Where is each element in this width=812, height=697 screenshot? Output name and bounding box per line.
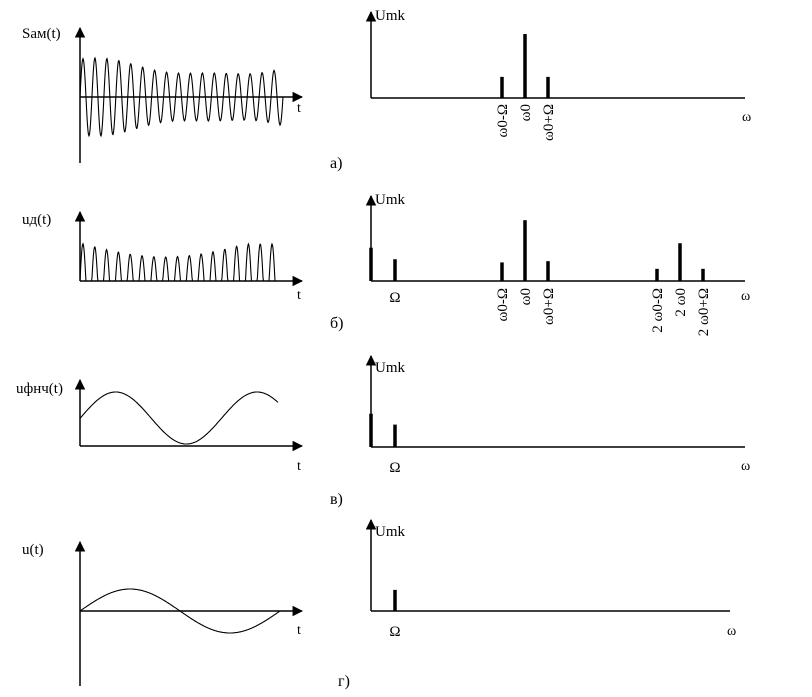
caption-a: а) [330,155,342,172]
time-xlabel-g: t [297,623,301,638]
spectrum-line-label: Ω [389,290,400,306]
spectrum-lines-g: Ω [389,589,401,640]
spectrum-ylabel-a: Umk [375,8,406,24]
spectrum-line-label: ω0+Ω [541,288,557,325]
time-xlabel-a: t [297,101,301,116]
sine-signal-waveform [79,588,281,634]
caption-g: г) [338,673,350,690]
spectrum-lines-a: ω0-Ω ω0 ω0+Ω [495,34,557,141]
am-signal-waveform [79,56,284,138]
spectrum-ylabel-g: Umk [375,524,406,540]
spectrum-line-label: ω0-Ω [495,288,511,322]
spectrum-line-label: Ω [389,624,400,640]
row-g: u(t) t Umk ω Ω г) [22,518,736,690]
spectrum-ylabel-b: Umk [375,192,406,208]
spectrum-ylabel-v: Umk [375,360,406,376]
time-ylabel-a: Sам(t) [22,26,61,42]
spectrum-line-label: 2 ω0-Ω [650,288,666,333]
spectrum-line-label: ω0 [518,104,534,121]
time-ylabel-g: u(t) [22,542,44,558]
row-v: uфнч(t) t Umk ω Ω в) [16,354,750,508]
time-xlabel-b: t [297,288,301,303]
time-xlabel-v: t [297,459,301,474]
spectrum-line-label: ω0+Ω [541,104,557,141]
spectrum-lines-v: Ω [369,413,401,476]
spectrum-line-label: 2 ω0+Ω [696,288,712,336]
spectrum-xlabel-v: ω [741,459,750,474]
spectrum-line-label: 2 ω0 [673,288,689,317]
rectified-signal-waveform [79,242,276,282]
row-a: Sам(t) t Umk ω ω0-Ω ω0 ω0+Ω а) [22,8,751,172]
time-ylabel-b: uд(t) [22,212,51,228]
caption-v: в) [330,491,343,508]
spectrum-line-label: Ω [389,460,400,476]
time-ylabel-v: uфнч(t) [16,381,63,397]
spectrum-xlabel-g: ω [727,624,736,639]
spectrum-line-label: ω0 [518,288,534,305]
spectrum-line-label: ω0-Ω [495,104,511,138]
spectrum-xlabel-b: ω [741,289,750,304]
lowpass-signal-waveform [79,391,279,445]
spectrum-xlabel-a: ω [742,110,751,125]
caption-b: б) [330,315,343,332]
